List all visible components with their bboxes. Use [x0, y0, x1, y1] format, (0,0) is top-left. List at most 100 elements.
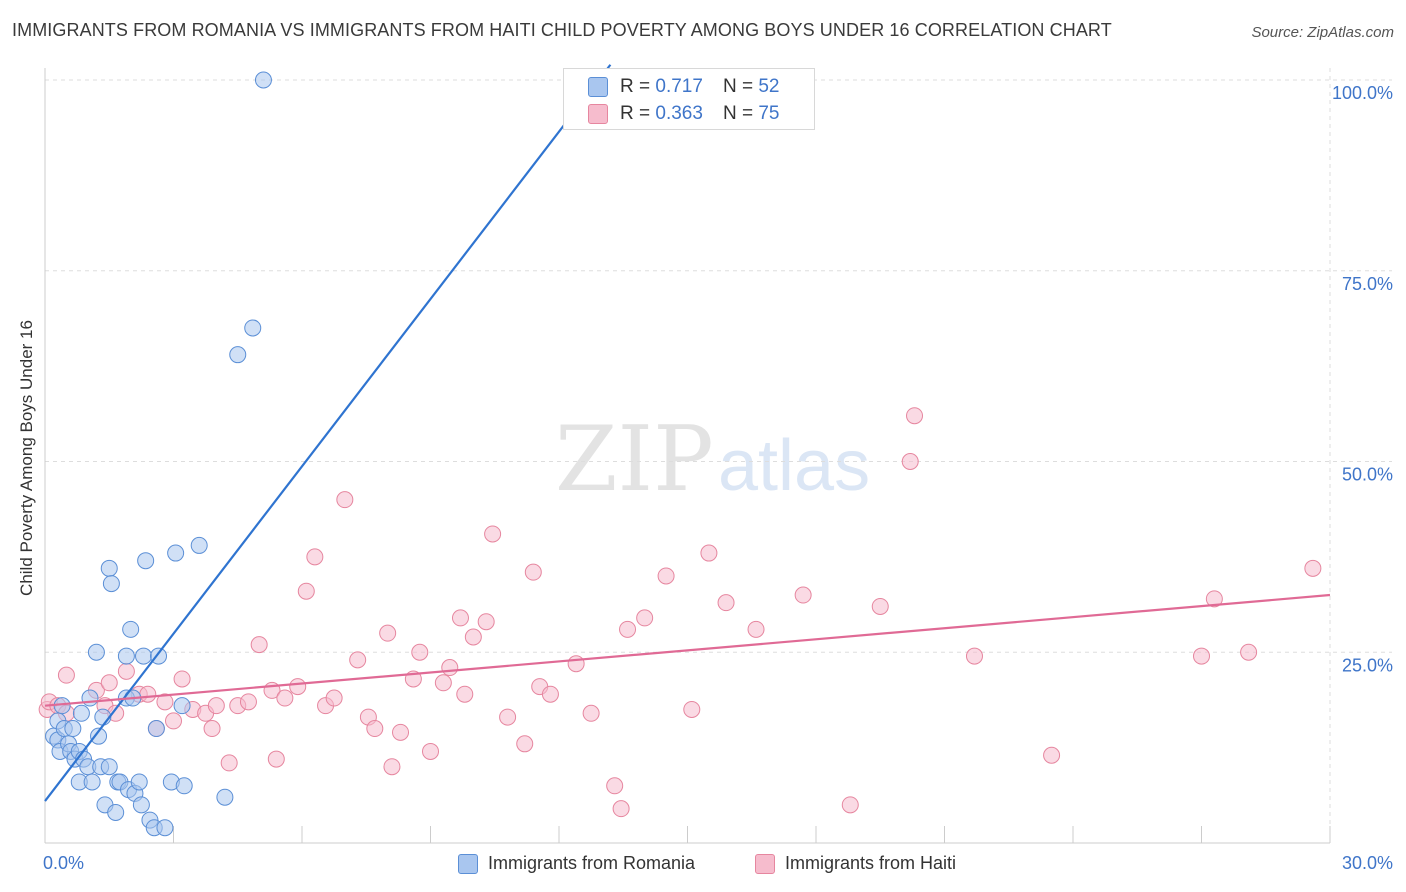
romania-point — [100, 559, 118, 577]
haiti-point — [464, 628, 482, 646]
haiti-point — [434, 674, 452, 692]
romania-point — [156, 819, 174, 837]
haiti-point — [165, 712, 182, 730]
haiti-swatch — [588, 104, 608, 124]
haiti-point — [250, 636, 268, 654]
romania-point — [190, 536, 208, 554]
romania-point — [167, 544, 185, 562]
haiti-point — [366, 720, 384, 738]
x-tick-label: 0.0% — [43, 853, 84, 873]
haiti-point — [422, 742, 439, 760]
n-value-haiti: 75 — [758, 103, 780, 124]
romania-trendline — [44, 64, 612, 802]
legend-item-romania: Immigrants from Romania — [458, 853, 695, 874]
n-label: N = — [722, 76, 754, 97]
romania-point — [132, 796, 150, 814]
haiti-point — [289, 678, 307, 696]
watermark-atlas: atlas — [718, 426, 870, 506]
haiti-point — [411, 643, 429, 661]
haiti-point — [1240, 643, 1258, 661]
r-value-haiti: 0.363 — [655, 103, 703, 124]
romania-swatch — [588, 77, 608, 97]
romania-point — [229, 346, 247, 364]
y-tick-label: 50.0% — [1342, 465, 1393, 485]
legend-row-haiti: R = 0.363 N = 75 — [588, 101, 779, 127]
y-tick-label: 100.0% — [1332, 83, 1393, 103]
romania-point — [135, 647, 153, 665]
haiti-point — [1043, 746, 1061, 764]
haiti-point — [683, 700, 701, 718]
haiti-point — [57, 666, 75, 684]
haiti-trendline — [44, 593, 1331, 707]
romania-point — [173, 697, 191, 715]
romania-point — [100, 758, 118, 776]
x-tick-label: 30.0% — [1342, 853, 1393, 873]
romania-point — [254, 71, 272, 89]
haiti-point — [619, 620, 637, 638]
haiti-point — [1193, 647, 1210, 665]
haiti-point — [477, 613, 495, 631]
romania-point — [147, 720, 165, 738]
n-label: N = — [722, 103, 754, 124]
haiti-point — [392, 723, 410, 741]
romania-point — [216, 788, 234, 806]
r-label: R = — [620, 103, 651, 124]
haiti-point — [139, 685, 157, 703]
n-value-romania: 52 — [758, 76, 780, 97]
haiti-point — [336, 491, 354, 509]
romania-point — [81, 689, 99, 707]
haiti-point — [173, 670, 191, 688]
romania-point — [107, 803, 125, 821]
haiti-swatch — [755, 853, 775, 874]
haiti-point — [499, 708, 517, 726]
romania-point — [102, 575, 120, 593]
haiti-point — [203, 720, 221, 738]
haiti-point — [383, 758, 401, 776]
haiti-point — [100, 674, 118, 692]
romania-point — [175, 777, 193, 795]
haiti-point — [541, 685, 559, 703]
haiti-point — [207, 697, 225, 715]
legend-item-haiti: Immigrants from Haiti — [755, 853, 956, 874]
haiti-point — [612, 800, 630, 818]
haiti-point — [267, 750, 285, 768]
haiti-point — [456, 685, 474, 703]
romania-point — [244, 319, 262, 337]
haiti-point — [451, 609, 469, 627]
y-tick-label: 75.0% — [1342, 274, 1393, 294]
haiti-point — [901, 453, 919, 470]
series-legend: Immigrants from Romania Immigrants from … — [0, 851, 1406, 877]
r-label: R = — [620, 76, 651, 97]
haiti-point — [220, 754, 238, 772]
haiti-point — [567, 655, 585, 673]
haiti-point — [297, 582, 315, 600]
watermark-zip: ZIP — [555, 407, 714, 512]
romania-point — [64, 720, 82, 738]
haiti-point — [276, 689, 294, 707]
haiti-point — [606, 777, 624, 795]
romania-point — [83, 773, 101, 791]
romania-point — [87, 643, 105, 661]
haiti-point — [841, 796, 859, 814]
haiti-point — [379, 624, 397, 642]
haiti-point — [306, 548, 324, 566]
haiti-point — [524, 563, 542, 581]
haiti-point — [325, 689, 343, 707]
haiti-point — [1304, 559, 1322, 577]
haiti-point — [1205, 590, 1223, 608]
romania-swatch — [458, 853, 478, 874]
y-tick-label: 25.0% — [1342, 655, 1393, 675]
chart-title: IMMIGRANTS FROM ROMANIA VS IMMIGRANTS FR… — [12, 20, 1112, 40]
romania-point — [90, 727, 108, 745]
haiti-point — [906, 407, 924, 425]
haiti-point — [794, 586, 812, 604]
romania-point — [117, 647, 135, 665]
haiti-point — [156, 693, 174, 711]
haiti-point — [717, 594, 735, 612]
romania-point — [137, 552, 155, 570]
romania-point — [72, 704, 90, 722]
haiti-point — [700, 544, 718, 562]
correlation-legend: R = 0.717 N = 52 R = 0.363 N = 75 — [563, 68, 815, 130]
haiti-point — [965, 647, 983, 665]
haiti-point — [441, 659, 459, 677]
